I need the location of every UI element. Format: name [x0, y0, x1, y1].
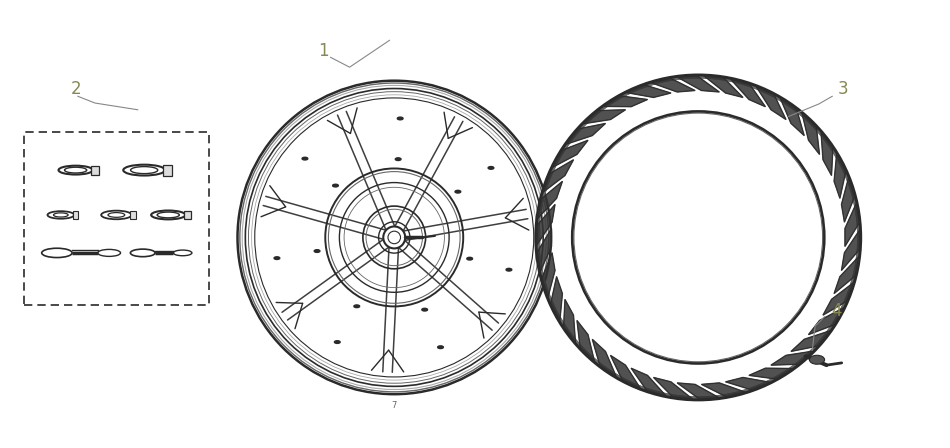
Polygon shape [842, 230, 860, 271]
FancyBboxPatch shape [130, 211, 136, 219]
Circle shape [438, 346, 444, 349]
Polygon shape [845, 203, 859, 246]
Circle shape [275, 257, 280, 259]
Polygon shape [542, 253, 555, 297]
Polygon shape [791, 331, 830, 351]
FancyBboxPatch shape [73, 211, 78, 219]
Circle shape [422, 308, 428, 311]
Polygon shape [604, 96, 648, 107]
Polygon shape [566, 124, 605, 144]
Polygon shape [538, 228, 552, 271]
Circle shape [455, 190, 461, 193]
Polygon shape [592, 339, 617, 376]
Polygon shape [543, 160, 574, 192]
Polygon shape [563, 299, 576, 342]
Circle shape [332, 184, 338, 187]
Polygon shape [802, 114, 820, 155]
Text: 7: 7 [391, 401, 397, 409]
Circle shape [488, 167, 494, 169]
Polygon shape [834, 154, 846, 198]
Polygon shape [731, 79, 766, 107]
Polygon shape [611, 355, 640, 388]
Polygon shape [677, 383, 719, 399]
Polygon shape [771, 351, 813, 365]
Circle shape [302, 157, 308, 160]
Polygon shape [756, 87, 786, 120]
Polygon shape [823, 283, 853, 315]
FancyBboxPatch shape [183, 211, 191, 220]
Polygon shape [553, 140, 588, 167]
Circle shape [466, 257, 472, 260]
Text: 2: 2 [71, 80, 82, 98]
Circle shape [334, 341, 340, 344]
Text: 4: 4 [831, 302, 842, 320]
Polygon shape [834, 257, 859, 293]
FancyBboxPatch shape [91, 166, 99, 175]
Polygon shape [537, 204, 555, 245]
FancyBboxPatch shape [163, 165, 172, 176]
Polygon shape [726, 377, 770, 390]
Text: 3: 3 [838, 80, 848, 98]
Text: 1: 1 [318, 42, 329, 60]
Polygon shape [808, 308, 844, 335]
Circle shape [397, 117, 403, 120]
Polygon shape [842, 178, 855, 222]
Circle shape [395, 158, 401, 160]
Polygon shape [654, 377, 693, 399]
Polygon shape [551, 276, 562, 321]
Polygon shape [583, 110, 625, 124]
Ellipse shape [809, 355, 825, 364]
Polygon shape [780, 99, 805, 136]
Polygon shape [749, 368, 792, 379]
Polygon shape [821, 133, 833, 176]
Circle shape [314, 250, 320, 252]
Polygon shape [704, 76, 743, 98]
Polygon shape [677, 76, 719, 92]
Polygon shape [652, 78, 695, 92]
Circle shape [506, 268, 512, 271]
Circle shape [354, 305, 360, 308]
Polygon shape [627, 85, 671, 98]
Polygon shape [577, 320, 595, 361]
Polygon shape [538, 181, 562, 218]
Polygon shape [631, 368, 666, 396]
Polygon shape [701, 383, 745, 396]
